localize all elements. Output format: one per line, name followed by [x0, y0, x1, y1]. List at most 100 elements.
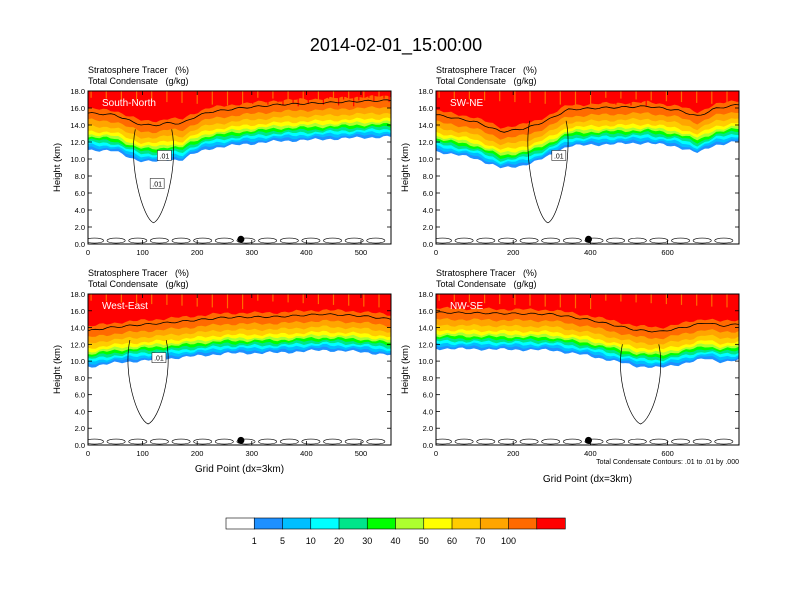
- tracer-streak: [358, 294, 360, 304]
- panel-label: West-East: [102, 301, 148, 312]
- tracer-streak: [176, 294, 178, 303]
- condensate-contour: [128, 438, 148, 445]
- plot-area: .01: [88, 294, 391, 445]
- condensate-contour: [627, 438, 647, 445]
- plot-frame: [87, 293, 392, 446]
- y-tick-label: 18.0: [70, 87, 85, 96]
- tracer-streak: [221, 294, 223, 305]
- x-tick-label: 200: [191, 248, 204, 257]
- tracer-streak: [206, 294, 208, 305]
- tracer-streak: [242, 91, 244, 107]
- y-axis-label: Height (km): [52, 143, 63, 192]
- tracer-streak: [302, 91, 304, 101]
- tracer-streak: [383, 91, 385, 99]
- tracer-streak: [191, 91, 193, 101]
- tracer-streak: [458, 91, 460, 103]
- colorbar-swatch: [395, 517, 425, 530]
- tracer-band-0: [88, 91, 391, 123]
- condensate-contour: [436, 237, 452, 244]
- colorbar-swatch: [366, 517, 397, 530]
- condensate-cell-contour: [620, 344, 662, 425]
- condensate-contour: [519, 438, 539, 445]
- colorbar-label: 5: [280, 536, 285, 546]
- tracer-streak: [569, 91, 571, 103]
- tracer-streak: [120, 91, 122, 100]
- colorbar-swatch: [253, 517, 284, 530]
- panel-south-north: .01 .01 0.0 2.0 4.0 6.0 8.0 10.0 12.0 14.0 16.0 18.…: [52, 65, 392, 257]
- tracer-streak: [186, 91, 188, 107]
- tracer-streak: [181, 294, 183, 306]
- tracer-streak: [448, 294, 450, 308]
- tracer-streak: [171, 91, 173, 106]
- condensate-contour: [627, 237, 647, 244]
- condensate-contour: [541, 438, 561, 445]
- condensate-contour: [193, 237, 213, 244]
- y-tick-label: 14.0: [70, 121, 85, 130]
- condensate-contour: [541, 237, 561, 244]
- tracer-streak: [327, 91, 330, 99]
- y-tick-label: 12.0: [70, 340, 85, 349]
- condensate-contour: [436, 104, 739, 133]
- contour-label-text: .01: [154, 356, 164, 363]
- tracer-streak: [201, 294, 203, 301]
- colorbar-swatch: [225, 517, 255, 530]
- condensate-contour: [106, 237, 126, 244]
- tracer-streak: [282, 91, 284, 106]
- y-tick-label: 6.0: [423, 189, 433, 198]
- condensate-contour: [436, 311, 739, 333]
- panel-subtitle-tracer: Stratosphere Tracer (%): [436, 65, 537, 75]
- condensate-contour: [606, 237, 626, 244]
- tracer-streak: [675, 294, 678, 302]
- tracer-streak: [610, 91, 612, 102]
- tracer-streak: [544, 294, 546, 307]
- tracer-streak: [191, 294, 193, 304]
- tracer-streak: [489, 294, 491, 307]
- condensate-contour: [497, 438, 517, 445]
- tracer-streak: [322, 91, 324, 105]
- tracer-streak: [297, 91, 299, 107]
- condensate-contour: [649, 237, 669, 244]
- colorbar-label: 70: [475, 536, 485, 546]
- y-tick-label: 10.0: [70, 357, 85, 366]
- tracer-streak: [267, 91, 269, 105]
- condensate-contour: [323, 237, 343, 244]
- tracer-streak: [554, 91, 556, 102]
- x-tick-label: 600: [661, 449, 674, 458]
- condensate-contour: [171, 438, 191, 445]
- tracer-streak: [726, 91, 728, 105]
- tracer-streak: [90, 294, 92, 301]
- y-tick-label: 16.0: [70, 104, 85, 113]
- tracer-streak: [514, 294, 516, 305]
- condensate-contour: [344, 237, 364, 244]
- condensate-contour: [436, 438, 452, 445]
- colorbar-label: 1: [252, 536, 257, 546]
- contour-label-text: .01: [160, 153, 170, 160]
- condensate-contour: [88, 438, 104, 445]
- tracer-streak: [554, 294, 556, 305]
- y-tick-label: 10.0: [418, 155, 433, 164]
- condensate-contour: [454, 438, 474, 445]
- colorbar-label: 60: [447, 536, 457, 546]
- tracer-streak: [489, 91, 491, 104]
- tracer-streak: [105, 91, 107, 99]
- tracer-streak: [635, 294, 637, 303]
- tracer-streak: [287, 91, 289, 100]
- tracer-streak: [625, 91, 627, 103]
- panel-label: NW-SE: [450, 301, 483, 312]
- tracer-streak: [726, 294, 728, 308]
- tracer-streak: [630, 91, 632, 106]
- condensate-contour: [584, 438, 604, 445]
- panel-nw-se: 0.0 2.0 4.0 6.0 8.0 10.0 12.0 14.0 16.0 18.0 0 200 4…: [400, 268, 740, 485]
- colorbar-swatch: [536, 517, 566, 530]
- panels: .01 .01 0.0 2.0 4.0 6.0 8.0 10.0 12.0 14.0 16.0 18.…: [52, 65, 740, 485]
- tracer-streak: [231, 294, 234, 303]
- panel-subtitle-condensate: Total Condensate (g/kg): [436, 279, 537, 289]
- tracer-streak: [242, 294, 244, 310]
- tracer-streak: [206, 91, 208, 102]
- tracer-streak: [716, 91, 718, 98]
- tracer-streak: [579, 294, 582, 303]
- condensate-contour: [519, 237, 539, 244]
- condensate-contour: [193, 438, 213, 445]
- tracer-streak: [130, 294, 133, 310]
- y-tick-label: 18.0: [418, 87, 433, 96]
